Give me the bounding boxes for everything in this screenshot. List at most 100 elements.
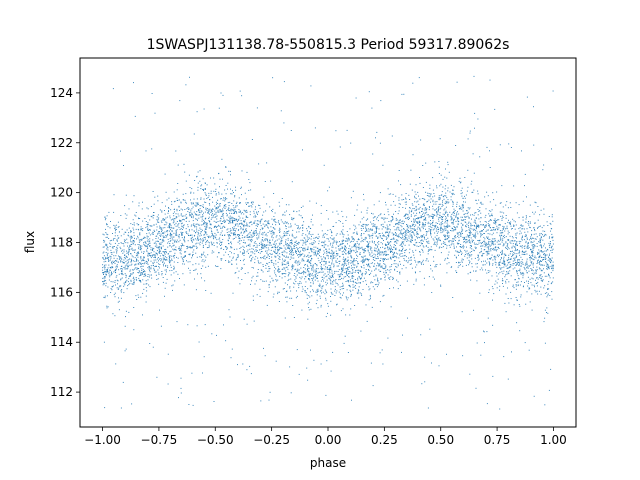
data-point (256, 223, 258, 225)
data-point (462, 225, 464, 226)
data-point (333, 241, 335, 243)
data-point (132, 277, 134, 279)
data-point (328, 252, 330, 254)
data-point (409, 207, 411, 208)
data-point (195, 205, 197, 207)
data-point (127, 281, 129, 283)
data-point (471, 263, 473, 265)
data-point (413, 233, 415, 235)
data-point (165, 234, 167, 236)
data-point (350, 272, 352, 274)
data-point (257, 257, 259, 259)
data-point (108, 238, 110, 239)
data-point (181, 215, 183, 217)
data-point (503, 270, 505, 272)
data-point (128, 284, 130, 286)
data-point (377, 220, 379, 222)
data-point (380, 266, 382, 268)
data-point (309, 200, 311, 202)
data-point (141, 268, 143, 270)
data-point (433, 239, 435, 241)
data-point (448, 240, 450, 242)
data-point (455, 250, 457, 252)
data-point (105, 243, 107, 245)
data-point (251, 267, 253, 268)
data-point (165, 264, 167, 266)
data-point (514, 267, 516, 269)
data-point (190, 214, 192, 215)
data-point (477, 118, 479, 120)
data-point (443, 225, 445, 227)
data-point (361, 237, 363, 239)
data-point (420, 242, 422, 244)
data-point (297, 227, 299, 229)
data-point (401, 253, 403, 254)
data-point (196, 325, 198, 327)
data-point (178, 246, 180, 248)
data-point (361, 233, 362, 234)
data-point (488, 225, 490, 227)
data-point (158, 246, 160, 247)
data-point (290, 226, 292, 228)
data-point (249, 225, 251, 227)
data-point (119, 257, 121, 259)
data-point (320, 286, 322, 288)
data-point (463, 239, 465, 240)
data-point (527, 231, 529, 233)
data-point (271, 247, 273, 249)
data-point (353, 238, 355, 240)
data-point (444, 259, 446, 261)
data-point (108, 271, 110, 273)
data-point (327, 303, 329, 305)
data-point (174, 239, 176, 241)
data-point (369, 229, 371, 231)
data-point (178, 223, 180, 225)
data-point (510, 264, 512, 266)
data-point (543, 257, 544, 259)
data-point (528, 287, 530, 289)
data-point (524, 251, 525, 253)
data-point (432, 215, 434, 217)
data-point (466, 230, 468, 232)
data-point (532, 211, 534, 213)
data-point (438, 239, 440, 241)
data-point (360, 247, 362, 249)
data-point (524, 264, 526, 266)
data-point (512, 237, 514, 239)
data-point (111, 262, 113, 264)
data-point (451, 194, 453, 196)
data-point (250, 205, 252, 207)
data-point (241, 237, 243, 239)
data-point (460, 233, 462, 235)
data-point (393, 201, 395, 203)
data-point (231, 216, 233, 218)
data-point (244, 192, 246, 194)
data-point (302, 259, 304, 261)
data-point (532, 246, 534, 248)
data-point (287, 257, 289, 259)
data-point (433, 193, 435, 194)
data-point (378, 264, 380, 266)
data-point (471, 266, 473, 268)
data-point (255, 256, 257, 258)
data-point (221, 193, 223, 195)
data-point (336, 265, 338, 267)
data-point (459, 208, 461, 210)
data-point (351, 277, 353, 279)
data-point (110, 221, 111, 222)
data-point (192, 404, 194, 406)
data-point (400, 233, 402, 235)
data-point (474, 243, 476, 245)
data-point (333, 266, 335, 268)
data-point (506, 225, 508, 227)
data-point (187, 240, 189, 242)
data-point (202, 229, 203, 231)
data-point (430, 268, 432, 270)
data-point (418, 220, 420, 222)
data-point (133, 307, 135, 308)
data-point (117, 266, 118, 268)
data-point (378, 263, 380, 265)
data-point (501, 230, 503, 232)
data-point (206, 222, 208, 224)
data-point (310, 282, 312, 284)
